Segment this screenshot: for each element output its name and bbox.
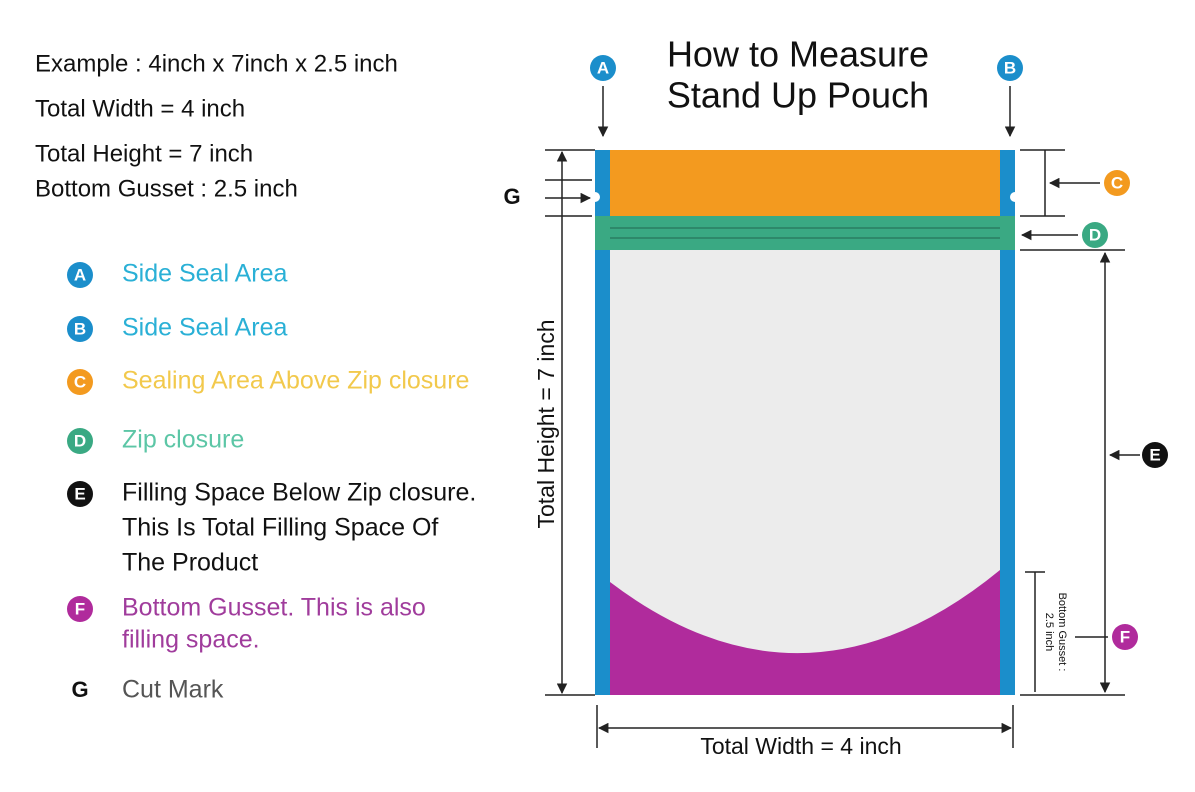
marker-circle — [67, 596, 93, 622]
title: How to Measure — [667, 34, 929, 75]
marker-letter: F — [75, 599, 85, 618]
example-line: Example : 4inch x 7inch x 2.5 inch — [35, 50, 398, 77]
marker-letter: C — [74, 372, 86, 391]
marker-circle — [67, 428, 93, 454]
marker-circle — [67, 316, 93, 342]
marker-circle — [997, 55, 1023, 81]
title: Stand Up Pouch — [667, 75, 929, 116]
legend-label: Cut Mark — [122, 676, 224, 704]
marker-letter: E — [1149, 445, 1160, 464]
diagram-markers: A B C D E F G — [503, 55, 1168, 650]
legend-label: Sealing Area Above Zip closure — [122, 367, 469, 395]
pouch — [595, 150, 1015, 695]
marker-circle — [67, 262, 93, 288]
marker-letter: A — [597, 58, 609, 77]
legend-label: filling space. — [122, 626, 260, 654]
marker-letter: G — [71, 677, 88, 702]
example-line: Bottom Gusset : 2.5 inch — [35, 175, 298, 202]
legend-label: Bottom Gusset. This is also — [122, 594, 426, 622]
legend-label: Side Seal Area — [122, 260, 287, 288]
marker-circle — [67, 481, 93, 507]
legend-label: Zip closure — [122, 426, 244, 454]
marker-circle — [1082, 222, 1108, 248]
marker-circle — [67, 369, 93, 395]
marker-letter: B — [74, 319, 86, 338]
example-line: Total Width = 4 inch — [35, 95, 245, 122]
gusset-label: Bottom Gusset : — [1056, 593, 1068, 672]
marker-letter: D — [1089, 225, 1101, 244]
dimension-lines — [545, 86, 1140, 748]
marker-letter: B — [1004, 58, 1016, 77]
marker-letter: F — [1120, 627, 1130, 646]
height-label: Total Height = 7 inch — [533, 319, 559, 528]
legend-label: The Product — [122, 549, 258, 577]
marker-letter: E — [74, 484, 85, 503]
marker-letter: A — [74, 265, 86, 284]
marker-circle — [1112, 624, 1138, 650]
gusset-label: 2.5 inch — [1043, 613, 1055, 652]
marker-letter: C — [1111, 173, 1123, 192]
marker-circle — [1104, 170, 1130, 196]
example-text: Example : 4inch x 7inch x 2.5 inch Total … — [35, 50, 398, 202]
legend-label: This Is Total Filling Space Of — [122, 514, 438, 542]
legend: A Side Seal Area B Side Seal Area C Sealing A… — [67, 260, 476, 704]
width-label: Total Width = 4 inch — [700, 733, 901, 759]
legend-label: Side Seal Area — [122, 314, 287, 342]
marker-circle — [590, 55, 616, 81]
legend-label: Filling Space Below Zip closure. — [122, 479, 476, 507]
marker-letter: D — [74, 431, 86, 450]
marker-circle — [1142, 442, 1168, 468]
marker-letter: G — [503, 184, 520, 209]
example-line: Total Height = 7 inch — [35, 140, 253, 167]
